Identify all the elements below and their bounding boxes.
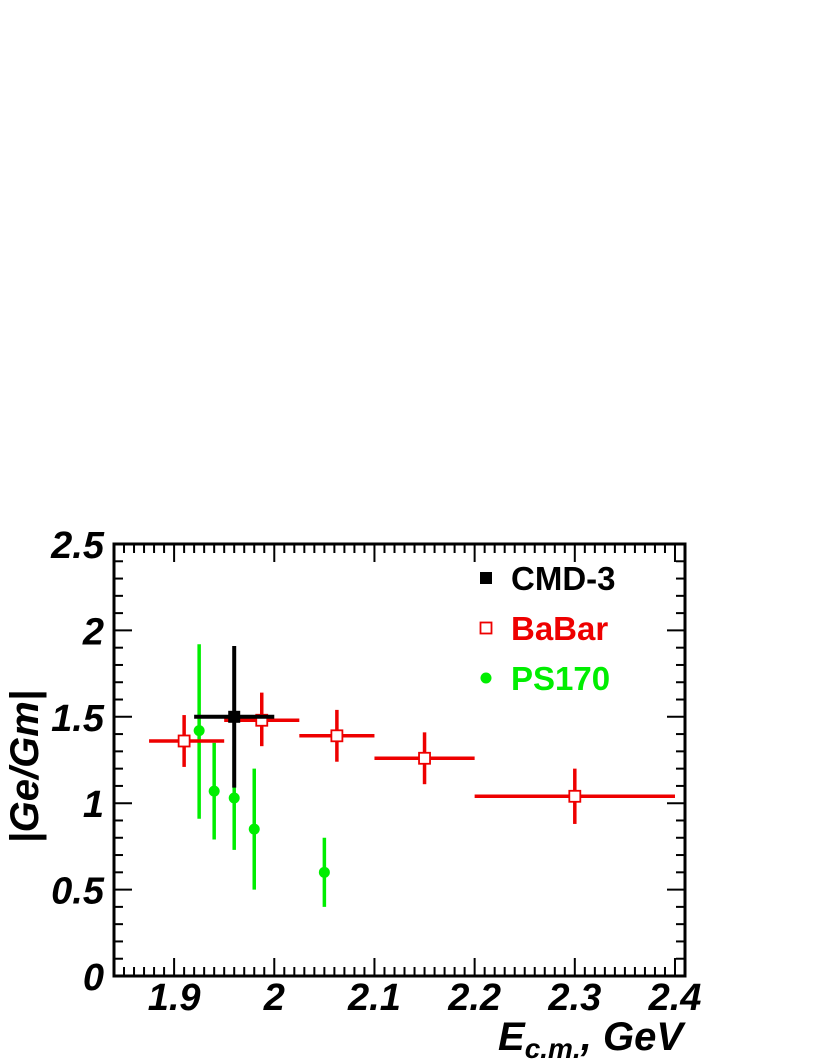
series-cmd-3 xyxy=(194,645,275,788)
legend-label: CMD-3 xyxy=(511,560,616,597)
data-point xyxy=(248,823,260,835)
legend: CMD-3 BaBar PS170 xyxy=(479,560,616,697)
data-point xyxy=(568,789,582,803)
x-tick-label: 2.1 xyxy=(347,977,401,1019)
data-point xyxy=(255,713,269,727)
plot-frame xyxy=(112,542,687,978)
x-axis-label: Ec.m., GeV xyxy=(498,1015,686,1064)
y-tick-label: 0.5 xyxy=(51,871,105,913)
y-tick-label: 2 xyxy=(82,611,104,653)
x-tick-label: 2 xyxy=(263,977,285,1019)
data-point xyxy=(228,792,240,804)
y-tick-labels: 0 0.5 1 1.5 2 2.5 xyxy=(50,525,105,999)
x-axis-label-main: E xyxy=(498,1015,526,1059)
legend-marker xyxy=(480,672,492,684)
legend-label: BaBar xyxy=(511,610,608,647)
x-axis-label-unit: , GeV xyxy=(580,1015,687,1059)
data-point xyxy=(418,751,431,765)
x-tick-label: 2.2 xyxy=(447,977,501,1019)
x-tick-labels: 1.9 2 2.1 2.2 2.3 2.4 xyxy=(148,977,702,1019)
data-point xyxy=(318,866,330,878)
x-tick-label: 2.3 xyxy=(547,977,601,1019)
data-point xyxy=(330,729,344,743)
y-tick-label: 2.5 xyxy=(50,525,105,567)
legend-entry-babar: BaBar xyxy=(479,610,608,647)
x-tick-label: 2.4 xyxy=(648,977,702,1019)
major-ticks xyxy=(114,543,685,977)
series-babar xyxy=(149,692,675,824)
y-tick-label: 0 xyxy=(83,957,104,999)
series-ps170 xyxy=(193,644,330,907)
minor-ticks xyxy=(113,544,685,976)
y-tick-label: 1.5 xyxy=(51,698,105,740)
y-tick-label: 1 xyxy=(83,784,104,826)
x-axis-label-sub: c.m. xyxy=(525,1033,581,1064)
data-point xyxy=(228,710,241,723)
legend-entry-ps170: PS170 xyxy=(480,660,610,697)
series-layer xyxy=(149,644,675,907)
data-point xyxy=(193,725,205,737)
y-axis-label: |Ge/Gm| xyxy=(3,690,47,844)
legend-marker xyxy=(479,621,493,635)
legend-entry-cmd-3: CMD-3 xyxy=(480,560,616,597)
legend-label: PS170 xyxy=(511,660,610,697)
legend-marker xyxy=(480,572,492,584)
data-point xyxy=(208,785,220,797)
data-point xyxy=(177,734,191,748)
x-tick-label: 1.9 xyxy=(148,977,201,1019)
